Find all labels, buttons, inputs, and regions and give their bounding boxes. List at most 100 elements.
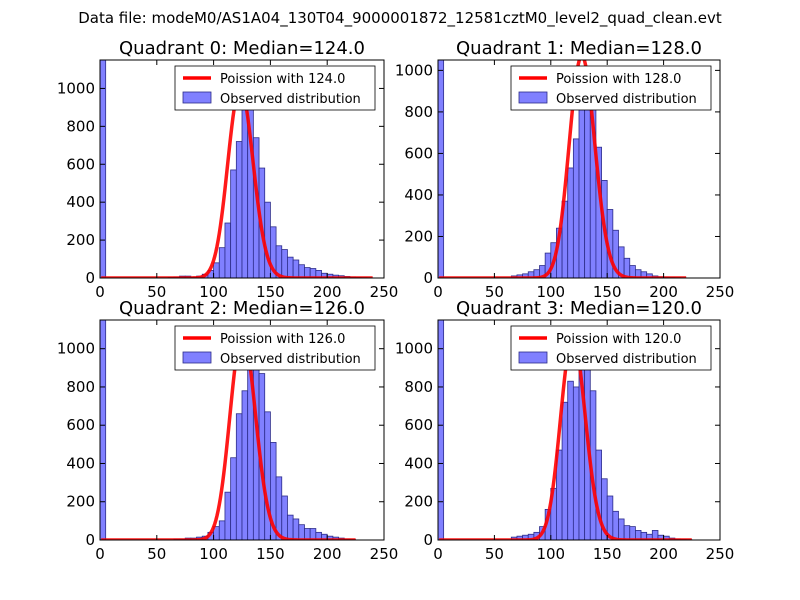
histogram-bar [218, 247, 226, 278]
histogram-bar [438, 320, 445, 540]
legend-label: Poission with 124.0 [220, 72, 345, 87]
y-tick-label: 1000 [57, 340, 95, 358]
histogram-bar [224, 491, 232, 540]
x-tick-label: 200 [313, 545, 342, 563]
x-tick-label: 150 [256, 283, 285, 301]
subplot-title: Quadrant 2: Median=126.0 [119, 298, 365, 319]
x-tick-label: 150 [593, 545, 622, 563]
y-tick-label: 400 [66, 454, 95, 472]
y-tick-label: 800 [404, 378, 433, 396]
y-tick-label: 400 [404, 186, 433, 204]
y-tick-label: 400 [66, 193, 95, 211]
subplot-title: Quadrant 1: Median=128.0 [456, 38, 702, 59]
y-tick-label: 0 [85, 531, 95, 549]
histogram-bar [572, 138, 580, 278]
legend-bar-swatch [518, 351, 548, 364]
histogram-bar [235, 413, 243, 540]
histogram-bar [241, 390, 249, 540]
subplot-quadrant-1: Quadrant 1: Median=128.0 0 50 100 150 200 250 0… [395, 38, 735, 301]
histogram-bar [218, 520, 226, 540]
x-tick-label: 250 [370, 283, 399, 301]
histogram-bar [241, 105, 249, 278]
histogram-bar [100, 60, 107, 278]
histogram-bar [298, 524, 305, 540]
histogram-bar [224, 222, 232, 278]
subplot-title: Quadrant 0: Median=124.0 [119, 38, 365, 59]
legend-bar-swatch [182, 91, 212, 104]
y-tick-label: 200 [66, 493, 95, 511]
y-tick-label: 200 [66, 231, 95, 249]
legend-bar-swatch [182, 351, 212, 364]
x-tick-label: 50 [485, 283, 504, 301]
y-tick-label: 800 [404, 103, 433, 121]
legend-label: Observed distribution [220, 92, 361, 107]
subplot-frame [99, 319, 385, 541]
histogram-bar [572, 386, 580, 540]
y-tick-label: 800 [66, 117, 95, 135]
y-tick-label: 600 [66, 416, 95, 434]
histogram-bar [618, 518, 625, 540]
x-tick-label: 0 [95, 545, 105, 563]
y-tick-label: 0 [423, 531, 433, 549]
legend-bar-swatch [518, 91, 548, 104]
histogram-bar [100, 320, 107, 540]
y-tick-label: 200 [404, 493, 433, 511]
histogram-bar [612, 510, 619, 540]
histogram-bar [235, 141, 243, 278]
subplot-quadrant-2: Quadrant 2: Median=126.0 0 50 100 150 200 250 0… [57, 298, 399, 563]
histogram-bar [292, 518, 300, 540]
histogram-bar [230, 457, 237, 540]
subplot-quadrant-0: Quadrant 0: Median=124.0 0 50 100 150 200 250 0… [57, 38, 399, 301]
x-tick-label: 200 [649, 283, 678, 301]
x-tick-label: 250 [706, 545, 735, 563]
y-tick-label: 0 [423, 269, 433, 287]
legend-label: Observed distribution [556, 92, 697, 107]
x-tick-label: 250 [370, 545, 399, 563]
x-tick-label: 200 [649, 545, 678, 563]
subplot-title: Quadrant 3: Median=120.0 [456, 298, 702, 319]
y-tick-label: 600 [404, 144, 433, 162]
x-tick-label: 250 [706, 283, 735, 301]
legend-label: Poission with 120.0 [556, 332, 681, 347]
legend: Poission with 128.0 Observed distribution [510, 65, 712, 111]
x-tick-label: 150 [593, 283, 622, 301]
x-tick-label: 150 [256, 545, 285, 563]
x-tick-label: 100 [199, 283, 228, 301]
y-tick-label: 600 [66, 155, 95, 173]
subplot-data-area [100, 320, 357, 540]
histogram-bar [578, 101, 586, 278]
legend-label: Poission with 128.0 [556, 72, 681, 87]
histogram-bar [298, 264, 305, 278]
x-tick-label: 100 [536, 545, 565, 563]
histogram-bar [438, 60, 445, 278]
x-tick-label: 0 [95, 283, 105, 301]
x-tick-label: 50 [485, 545, 504, 563]
histogram-bar [567, 167, 574, 278]
poisson-curve [101, 331, 356, 540]
legend: Poission with 124.0 Observed distribution [174, 65, 376, 111]
histogram-bar [287, 256, 294, 278]
poisson-curve [439, 335, 692, 540]
x-tick-label: 50 [147, 545, 166, 563]
x-tick-label: 0 [433, 283, 443, 301]
legend: Poission with 126.0 Observed distribution [174, 325, 376, 371]
legend: Poission with 120.0 Observed distribution [510, 325, 712, 371]
y-tick-label: 1000 [395, 340, 433, 358]
histogram-bar [281, 249, 288, 278]
y-tick-label: 400 [404, 454, 433, 472]
x-tick-label: 200 [313, 283, 342, 301]
subplot-frame [437, 59, 721, 279]
legend-label: Poission with 126.0 [220, 332, 345, 347]
x-tick-label: 100 [199, 545, 228, 563]
y-tick-label: 200 [404, 227, 433, 245]
y-tick-label: 800 [66, 378, 95, 396]
histogram-bar [292, 259, 300, 278]
histogram-bar [281, 495, 288, 540]
x-tick-label: 50 [147, 283, 166, 301]
histogram-bar [213, 262, 220, 278]
histogram-bar [230, 169, 237, 278]
y-tick-label: 1000 [57, 79, 95, 97]
legend-label: Observed distribution [556, 352, 697, 367]
subplot-grid: Quadrant 0: Median=124.0 0 50 100 150 200 250 0… [57, 38, 735, 563]
